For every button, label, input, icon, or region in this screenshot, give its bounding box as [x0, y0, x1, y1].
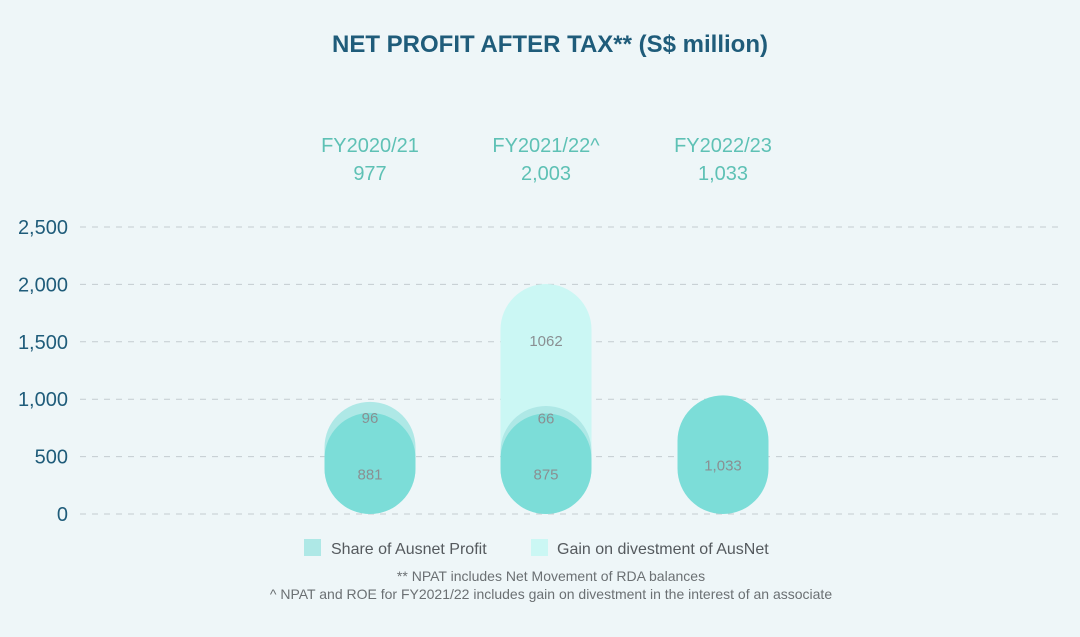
y-tick-label-2500: 2,500 [18, 217, 68, 239]
chart-title: NET PROFIT AFTER TAX** (S$ million) [332, 31, 768, 58]
category-total-fy2021-22: 2,003 [521, 163, 571, 185]
category-labels: FY2020/21 977 FY2021/22^ 2,003 FY2022/23 1,03… [321, 135, 772, 185]
data-label-fy2020-21-share-of-ausnet-profit: 96 [362, 410, 379, 427]
y-tick-label-500: 500 [35, 447, 68, 469]
bars [324, 284, 769, 514]
segment-labels: 881 96 875 66 1062 1,033 [357, 333, 741, 484]
category-label-fy2022-23: FY2022/23 [674, 135, 772, 157]
legend-label-share-of-ausnet-profit: Share of Ausnet Profit [331, 541, 487, 558]
data-label-fy2020-21-base-npat: 881 [357, 466, 382, 483]
legend-swatch-share-of-ausnet-profit [304, 539, 321, 556]
legend: Share of Ausnet Profit Gain on divestmen… [304, 539, 769, 558]
footnote-npat: ** NPAT includes Net Movement of RDA bal… [397, 568, 705, 584]
category-total-fy2020-21: 977 [353, 163, 386, 185]
y-tick-label-2000: 2,000 [18, 274, 68, 296]
bar-fy2020-21-base-npat [324, 412, 416, 514]
bar-fy2022-23-base-npat [677, 395, 769, 514]
legend-swatch-gain-on-divestment [531, 539, 548, 556]
footnote-fy2021-22: ^ NPAT and ROE for FY2021/22 includes ga… [270, 586, 832, 602]
category-total-fy2022-23: 1,033 [698, 163, 748, 185]
data-label-fy2021-22-base-npat: 875 [533, 467, 558, 484]
data-label-fy2021-22-share-of-ausnet-profit: 66 [538, 411, 555, 428]
bar-fy2021-22-base-npat [500, 413, 592, 514]
legend-label-gain-on-divestment: Gain on divestment of AusNet [557, 541, 769, 558]
category-label-fy2021-22: FY2021/22^ [492, 135, 600, 157]
data-label-fy2021-22-gain-on-divestment-of-ausnet: 1062 [529, 333, 562, 350]
y-axis-ticks: 0 500 1,000 1,500 2,000 2,500 [18, 217, 68, 526]
y-tick-label-1000: 1,000 [18, 389, 68, 411]
y-tick-label-1500: 1,500 [18, 332, 68, 354]
y-tick-label-0: 0 [57, 504, 68, 526]
category-label-fy2020-21: FY2020/21 [321, 135, 419, 157]
gridlines [80, 226, 1060, 515]
data-label-fy2022-23-base-npat: 1,033 [704, 458, 742, 475]
